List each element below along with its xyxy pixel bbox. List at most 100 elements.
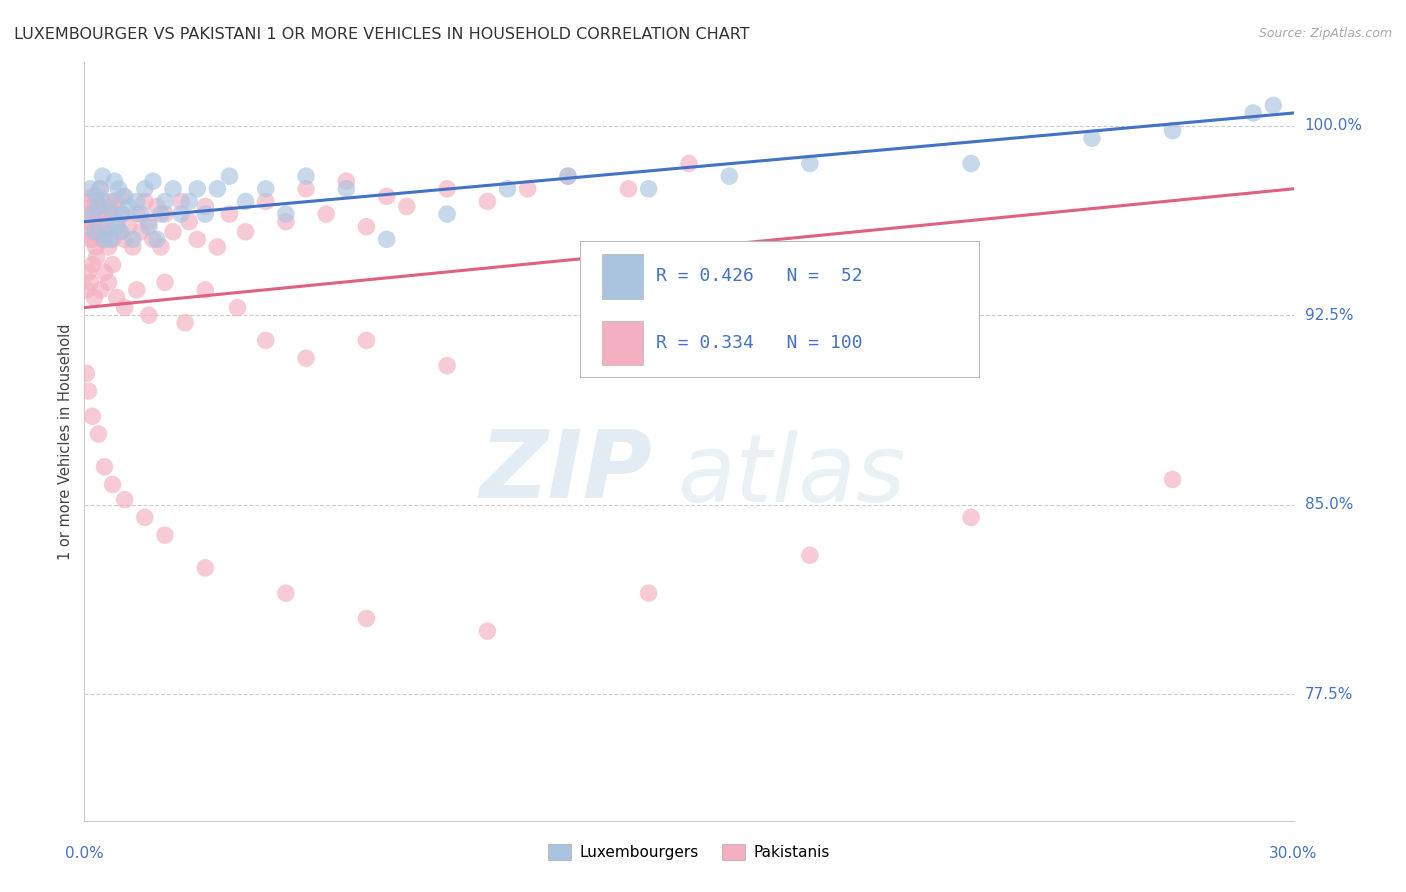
Point: [77, 194, 100, 209]
Point: [105, 219, 128, 234]
Point: [111, 189, 134, 203]
Point: [516, 182, 538, 196]
Point: [274, 207, 297, 221]
Point: [86, 207, 108, 221]
Point: [79, 275, 101, 289]
Point: [107, 182, 129, 196]
Point: [557, 169, 579, 183]
Point: [274, 215, 297, 229]
Point: [105, 215, 128, 229]
Point: [87, 225, 110, 239]
Point: [104, 194, 127, 209]
Point: [557, 169, 579, 183]
Point: [86, 194, 108, 209]
Point: [100, 200, 122, 214]
Point: [138, 215, 160, 229]
Point: [718, 169, 741, 183]
Point: [274, 586, 297, 600]
Point: [194, 207, 217, 221]
Point: [153, 528, 176, 542]
Point: [436, 359, 458, 373]
Point: [295, 182, 318, 196]
Point: [678, 156, 700, 170]
Point: [142, 174, 165, 188]
Point: [170, 207, 193, 221]
Point: [76, 225, 98, 239]
Point: [315, 207, 337, 221]
Point: [89, 182, 111, 196]
Point: [226, 301, 249, 315]
Point: [89, 219, 111, 234]
Point: [799, 156, 821, 170]
Point: [121, 232, 143, 246]
Point: [82, 258, 104, 272]
Point: [110, 207, 132, 221]
Point: [1161, 124, 1184, 138]
Point: [174, 316, 197, 330]
Point: [75, 207, 97, 221]
Point: [254, 334, 277, 348]
Point: [179, 194, 201, 209]
Point: [295, 351, 318, 366]
Point: [162, 225, 184, 239]
Text: LUXEMBOURGER VS PAKISTANI 1 OR MORE VEHICLES IN HOUSEHOLD CORRELATION CHART: LUXEMBOURGER VS PAKISTANI 1 OR MORE VEHI…: [14, 27, 749, 42]
Point: [93, 232, 115, 246]
Point: [960, 510, 983, 524]
Point: [235, 194, 257, 209]
Point: [118, 200, 141, 214]
Point: [235, 225, 257, 239]
Point: [477, 194, 499, 209]
Point: [91, 207, 114, 221]
Point: [87, 427, 110, 442]
Point: [1081, 131, 1104, 145]
Point: [77, 384, 100, 398]
Point: [82, 207, 104, 221]
Point: [617, 182, 640, 196]
Point: [101, 232, 124, 246]
Point: [146, 232, 169, 246]
Point: [637, 182, 659, 196]
Point: [218, 169, 240, 183]
Point: [356, 334, 378, 348]
Point: [111, 207, 134, 221]
Point: [254, 182, 277, 196]
Point: [93, 194, 115, 209]
Point: [960, 156, 983, 170]
Point: [356, 219, 378, 234]
Point: [170, 194, 193, 209]
Point: [77, 215, 100, 229]
Point: [149, 207, 172, 221]
Text: 100.0%: 100.0%: [1305, 118, 1362, 133]
Point: [93, 459, 115, 474]
Point: [80, 200, 103, 214]
Point: [105, 290, 128, 304]
Point: [79, 232, 101, 246]
Point: [83, 225, 105, 239]
Point: [118, 219, 141, 234]
Text: R = 0.426   N =  52: R = 0.426 N = 52: [657, 268, 863, 285]
Point: [101, 258, 124, 272]
Text: 30.0%: 30.0%: [1270, 846, 1317, 861]
Point: [162, 182, 184, 196]
Point: [129, 225, 152, 239]
Point: [395, 200, 418, 214]
Point: [114, 492, 136, 507]
Point: [149, 240, 172, 254]
Point: [1263, 98, 1285, 112]
Point: [91, 169, 114, 183]
Point: [254, 194, 277, 209]
Point: [138, 219, 160, 234]
Point: [375, 232, 398, 246]
Point: [218, 207, 240, 221]
Point: [89, 182, 111, 196]
Point: [114, 232, 136, 246]
Point: [153, 275, 176, 289]
Point: [295, 169, 318, 183]
FancyBboxPatch shape: [602, 320, 643, 366]
Point: [1161, 473, 1184, 487]
Point: [97, 275, 120, 289]
Point: [93, 265, 115, 279]
Point: [104, 174, 127, 188]
Text: R = 0.334   N = 100: R = 0.334 N = 100: [657, 334, 863, 352]
Point: [436, 182, 458, 196]
